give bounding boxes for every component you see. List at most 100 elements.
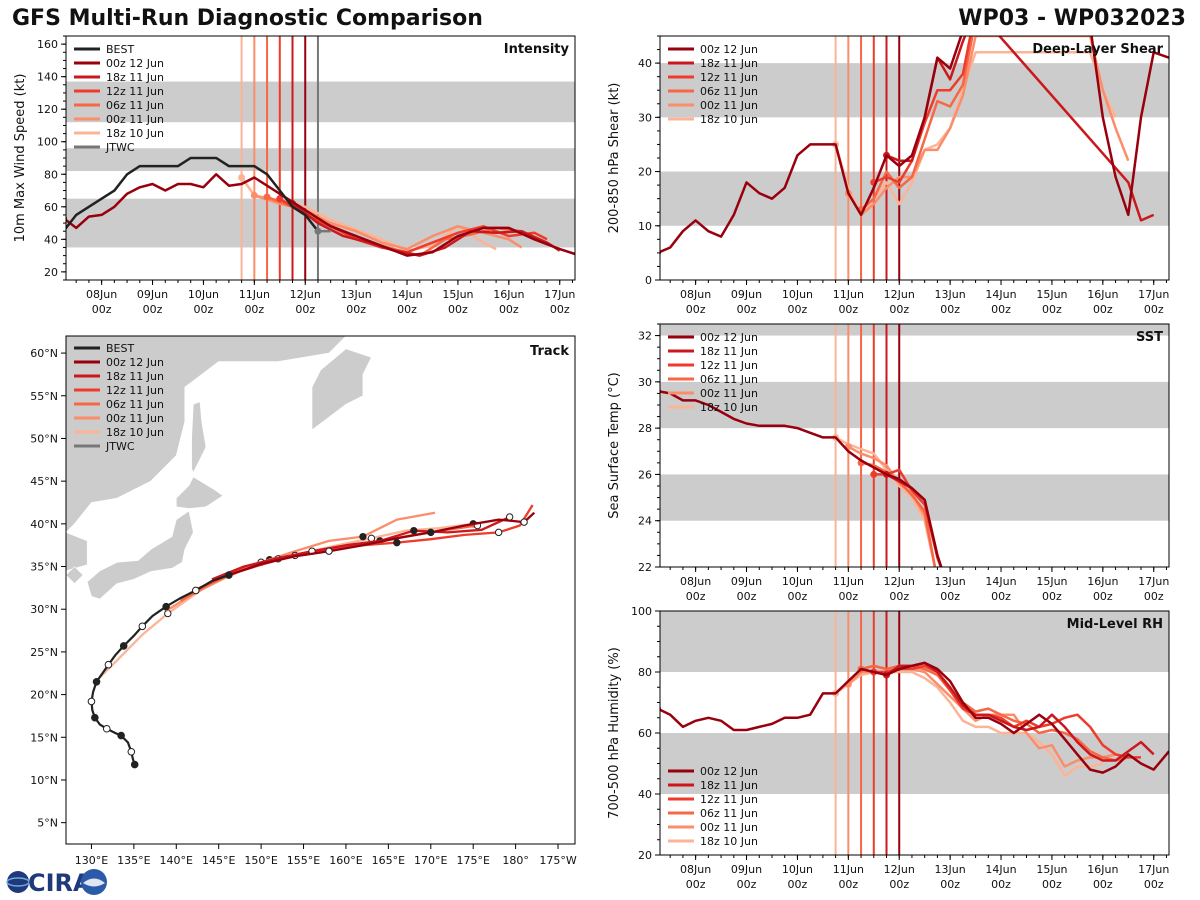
track-legend-label: 18z 11 Jun (106, 370, 164, 383)
intensity-ytick-label: 140 (37, 71, 58, 84)
rh-xtick-day: 11Jun (833, 863, 864, 876)
track-forecast-marker (505, 513, 514, 521)
shear-ylabel: 200-850 hPa Shear (kt) (607, 83, 622, 234)
track-xtick-label: 170°E (414, 854, 447, 867)
sst-xtick-day: 08Jun (680, 575, 711, 588)
rh-xtick-hour: 00z (1042, 878, 1062, 891)
shear-legend-label: 00z 11 Jun (700, 99, 758, 112)
track-best-marker (102, 724, 111, 733)
shear-xtick-hour: 00z (686, 303, 706, 316)
shear-xtick-day: 11Jun (833, 288, 864, 301)
shear-xtick-hour: 00z (940, 303, 960, 316)
sst-ylabel: Sea Surface Temp (°C) (607, 372, 622, 519)
rh-legend-label: 00z 12 Jun (700, 765, 758, 778)
sst-legend-label: 18z 11 Jun (700, 345, 758, 358)
track-best-marker (104, 660, 113, 669)
rh-title: Mid-Level RH (1067, 617, 1163, 632)
cira-logo: CIRA (6, 869, 107, 897)
intensity-xtick-day: 14Jun (391, 288, 422, 301)
sst-legend-label: 06z 11 Jun (700, 373, 758, 386)
rh-xtick-day: 16Jun (1087, 863, 1118, 876)
rh-xtick-hour: 00z (788, 878, 808, 891)
track-xtick-label: 135°E (117, 854, 150, 867)
track-xtick-label: 140°E (160, 854, 193, 867)
sst-xtick-day: 12Jun (884, 575, 915, 588)
shear-ytick-label: 10 (638, 220, 652, 233)
track-best-marker (117, 731, 125, 740)
rh-xtick-day: 13Jun (935, 863, 966, 876)
intensity-ytick-label: 120 (37, 103, 58, 116)
track-xtick-label: 155°E (287, 854, 320, 867)
sst-xtick-hour: 00z (889, 590, 909, 603)
track-frame (65, 335, 576, 845)
land-kamchatka (311, 348, 372, 431)
track-forecast-marker (393, 538, 401, 547)
rh-xtick-hour: 00z (940, 878, 960, 891)
sst-panel: 22 24 26 28 30 32 08Jun 00z 09Jun 00z 10Jun 00z 11Ju… (607, 323, 1170, 603)
rh-xtick-day: 17Jun (1138, 863, 1169, 876)
shear-legend-label: 18z 11 Jun (700, 57, 758, 70)
shear-series-line (873, 36, 972, 184)
sst-xtick-hour: 00z (1144, 590, 1164, 603)
track-best-marker (138, 622, 147, 631)
land-sakhalin (191, 401, 207, 474)
figure-title: GFS Multi-Run Diagnostic Comparison (12, 6, 483, 31)
shear-xtick-hour: 00z (1144, 303, 1164, 316)
track-xtick-label: 180° (502, 854, 529, 867)
intensity-legend-label: BEST (106, 43, 134, 56)
rh-xtick-hour: 00z (838, 878, 858, 891)
sst-series-start-point (870, 470, 878, 478)
sst-xtick-day: 09Jun (731, 575, 762, 588)
sst-ytick-label: 22 (638, 561, 652, 574)
land-coast-small (66, 566, 84, 585)
intensity-legend-label: 18z 10 Jun (106, 127, 164, 140)
rh-legend-label: 12z 11 Jun (700, 793, 758, 806)
shear-xtick-hour: 00z (788, 303, 808, 316)
intensity-legend-label: 06z 11 Jun (106, 99, 164, 112)
sst-legend-label: 18z 10 Jun (700, 401, 758, 414)
intensity-legend-label: 00z 11 Jun (106, 113, 164, 126)
sst-xtick-hour: 00z (788, 590, 808, 603)
shear-band-1 (660, 63, 1169, 118)
sst-xtick-hour: 00z (737, 590, 757, 603)
intensity-ytick-label: 20 (44, 266, 58, 279)
intensity-xtick-hour: 00z (397, 303, 417, 316)
track-best-marker (225, 571, 233, 579)
sst-band-2 (660, 324, 1169, 336)
shear-legend-label: 12z 11 Jun (700, 71, 758, 84)
track-forecast-line (228, 511, 536, 577)
intensity-legend-label: 18z 11 Jun (106, 71, 164, 84)
shear-xtick-day: 10Jun (782, 288, 813, 301)
sst-ytick-label: 26 (638, 468, 652, 481)
track-xtick-label: 145°E (202, 854, 235, 867)
intensity-ylabel: 10m Max Wind Speed (kt) (13, 74, 28, 243)
intensity-xtick-hour: 00z (499, 303, 519, 316)
intensity-xtick-hour: 00z (244, 303, 264, 316)
track-xtick-label: 165°E (372, 854, 405, 867)
rh-ytick-label: 40 (638, 788, 652, 801)
intensity-xtick-day: 09Jun (137, 288, 168, 301)
rh-xtick-day: 08Jun (680, 863, 711, 876)
intensity-xtick-hour: 00z (448, 303, 468, 316)
sst-xtick-hour: 00z (1042, 590, 1062, 603)
track-best-marker (119, 642, 128, 650)
shear-xtick-hour: 00z (991, 303, 1011, 316)
rh-panel: 20 40 60 80 100 08Jun 00z 09Jun 00z 10Jun 00z 11Jun… (607, 605, 1170, 891)
sst-xtick-day: 11Jun (833, 575, 864, 588)
shear-ytick-label: 40 (638, 57, 652, 70)
intensity-series-start-point (250, 191, 258, 199)
intensity-plot-area (66, 36, 575, 280)
rh-legend-label: 18z 10 Jun (700, 835, 758, 848)
rh-xtick-hour: 00z (686, 878, 706, 891)
track-best-marker (127, 747, 136, 756)
track-forecast-marker (325, 547, 333, 555)
shear-legend-label: 00z 12 Jun (700, 43, 758, 56)
track-forecast-line (195, 504, 534, 591)
intensity-xtick-hour: 00z (550, 303, 570, 316)
rh-xtick-day: 12Jun (884, 863, 915, 876)
intensity-xtick-day: 12Jun (290, 288, 321, 301)
shear-xtick-day: 15Jun (1036, 288, 1067, 301)
sst-ytick-label: 32 (638, 330, 652, 343)
track-forecast-marker (427, 528, 435, 537)
